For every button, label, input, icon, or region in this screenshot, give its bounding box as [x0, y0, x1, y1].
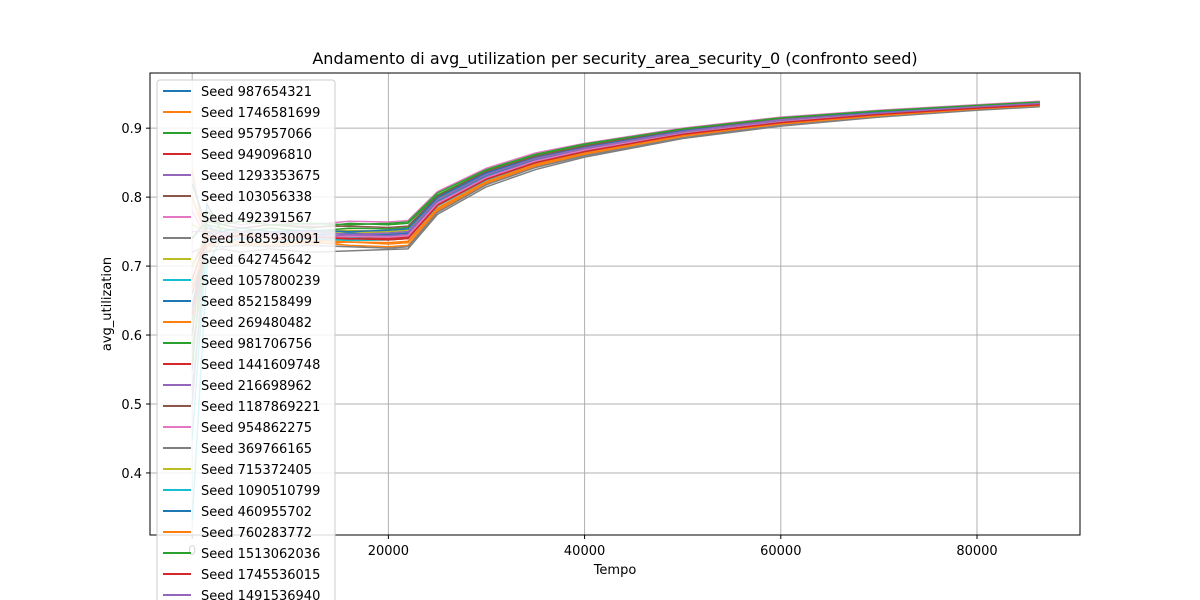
x-tick-label: 80000	[956, 544, 997, 559]
x-axis: 020000400006000080000	[188, 535, 998, 559]
legend-entry: Seed 1513062036	[201, 547, 320, 562]
legend-entry: Seed 269480482	[201, 316, 312, 331]
x-tick-label: 60000	[760, 544, 801, 559]
legend-entry: Seed 1491536940	[201, 589, 320, 600]
y-tick-label: 0.9	[121, 122, 142, 137]
legend-entry: Seed 1057800239	[201, 274, 320, 289]
x-tick-label: 20000	[368, 544, 409, 559]
legend-entry: Seed 949096810	[201, 148, 312, 163]
y-tick-label: 0.7	[121, 260, 142, 275]
legend-frame	[156, 79, 336, 600]
legend-entry: Seed 1746581699	[201, 106, 320, 121]
x-tick-label: 40000	[564, 544, 605, 559]
legend-entry: Seed 460955702	[201, 505, 312, 520]
y-tick-label: 0.4	[121, 467, 142, 482]
legend-entry: Seed 216698962	[201, 379, 312, 394]
legend-entry: Seed 760283772	[201, 526, 312, 541]
legend-entry: Seed 1187869221	[201, 400, 320, 415]
y-tick-label: 0.6	[121, 329, 142, 344]
y-tick-label: 0.8	[121, 191, 142, 206]
legend-entry: Seed 715372405	[201, 463, 312, 478]
y-tick-label: 0.5	[121, 398, 142, 413]
legend-entry: Seed 852158499	[201, 295, 312, 310]
legend-entry: Seed 957957066	[201, 127, 312, 142]
legend-entry: Seed 492391567	[201, 211, 312, 226]
legend-entry: Seed 1685930091	[201, 232, 320, 247]
y-axis-label: avg_utilization	[100, 257, 115, 351]
legend-entry: Seed 981706756	[201, 337, 312, 352]
legend-entry: Seed 1745536015	[201, 568, 320, 583]
legend-entry: Seed 987654321	[201, 85, 312, 100]
legend-entry: Seed 642745642	[201, 253, 312, 268]
legend-entry: Seed 1090510799	[201, 484, 320, 499]
legend: Seed 987654321 Seed 1746581699 Seed 957957…	[156, 79, 336, 600]
x-axis-label: Tempo	[593, 563, 637, 578]
legend-entry: Seed 369766165	[201, 442, 312, 457]
legend-entry: Seed 954862275	[201, 421, 312, 436]
legend-entry: Seed 1293353675	[201, 169, 320, 184]
plot-frame	[149, 72, 1081, 536]
y-axis: 0.4 0.5 0.6 0.7 0.8 0.9	[121, 122, 150, 482]
chart-title: Andamento di avg_utilization per securit…	[312, 49, 917, 69]
legend-entry: Seed 103056338	[201, 190, 312, 205]
legend-entry: Seed 1441609748	[201, 358, 320, 373]
